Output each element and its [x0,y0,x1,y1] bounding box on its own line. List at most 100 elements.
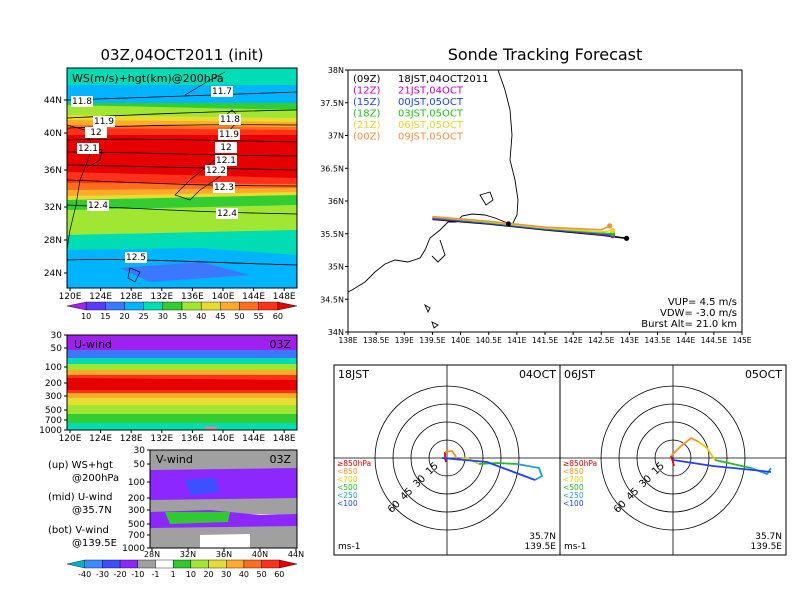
contour-label: 12.3 [214,183,234,193]
hodo-lat: 35.7N [529,532,556,542]
colorbar-tick: 20 [119,312,129,321]
hodo-trace [672,459,772,473]
legend-bot: (bot) V-wind [48,525,109,536]
track-lat-label: 36.5N [320,164,344,173]
map-lat-ticks: 44N 40N 36N 32N 28N 24N [44,96,67,279]
v-colorbar-tick: 20 [203,570,213,579]
map-lon-label: 148E [273,292,296,302]
u-pressure-label: 200 [45,379,62,389]
launch-site-marker [505,221,511,227]
hodo-legend-entry: ≥850hPa [337,459,371,468]
track-lon-label: 142E [564,336,583,345]
v-pressure-label: 50 [134,460,146,470]
launch-jst-label: 00JST,05OCT [398,97,464,108]
hodo-units: ms-1 [564,542,586,552]
burst-readout: Burst Alt= 21.0 km [641,319,737,330]
hodo-time: 18JST [338,368,369,381]
field-label: WS(m/s)+hgt(km)@200hPa [72,72,224,85]
launch-utc-label: (00Z) [353,132,380,143]
contour-label: 12.4 [88,201,108,211]
u-lon-label: 124E [89,434,112,444]
v-wind-colorbar: -40 -30 -20 -10 -1 1 10 20 30 40 50 60 [66,559,298,579]
track-lat-label: 37N [328,132,344,141]
contour-label: 11.9 [219,130,239,140]
sonde-tracks [432,215,630,241]
u-wind-label: U-wind [74,338,112,351]
track-lon-label: 138.5E [363,336,389,345]
track-lon-label: 140.5E [476,336,502,345]
colorbar-tick: 30 [158,312,168,321]
hodo-lon: 139.5E [751,542,783,552]
colorbar-tick: 10 [81,312,91,321]
legend-mid-sub: @35.7N [72,505,112,516]
track-lon-label: 144E [676,336,695,345]
track-lon-label: 140E [451,336,470,345]
track-lon-label: 145E [732,336,751,345]
hodo-legend-entry: <850 [563,467,584,476]
colorbar-tick: 60 [273,312,283,321]
u-pressure-label: 1000 [39,426,62,436]
launch-utc-label: (18Z) [353,109,380,120]
map-lon-label: 132E [150,292,173,302]
track-lat-ticks: 38N 37.5N 37N 36.5N 36N 35.5N 35N 34.5N 34N [320,66,348,337]
hodo-legend-entry: <100 [337,499,358,508]
v-colorbar-tick: 40 [239,570,249,579]
v-colorbar-tick: -30 [96,570,109,579]
sonde-landing-point [624,235,630,241]
launch-utc-label: (15Z) [353,97,380,108]
u-pressure-label: 700 [45,416,62,426]
u-pressure-label: 100 [45,363,62,373]
legend-bot-sub: @139.5E [72,538,117,549]
hodo-legend-entry: <100 [563,499,584,508]
wind-speed-map: WS(m/s)+hgt(km)@200hPa 11.811.711.9 11.81… [44,67,298,321]
hodo-legend-entry: <700 [337,475,358,484]
u-pressure-label: 500 [45,406,62,416]
map-lon-label: 128E [120,292,143,302]
launch-time-legend: (09Z) 18JST,04OCT2011 (12Z) 21JST,04OCT (15Z… [353,74,488,143]
track-lon-label: 139E [395,336,414,345]
v-wind-label: V-wind [156,453,193,466]
v-lat-label: 44N [288,550,304,559]
track-lon-label: 142.5E [588,336,614,345]
hodo-trace [444,452,447,463]
colorbar-tick: 15 [100,312,110,321]
hodo-trace [714,459,752,469]
hodo-trace [444,450,458,461]
wind-speed-colorbar: 10 15 20 25 30 35 40 45 50 55 60 [66,301,298,321]
v-lat-ticks: 28N 32N 36N 40N 44N [144,548,304,559]
v-colorbar-tick: 60 [274,570,284,579]
track-lon-label: 141.5E [532,336,558,345]
v-colorbar-tick: -10 [131,570,144,579]
u-pressure-label: 300 [45,392,62,402]
launch-utc-label: (21Z) [353,120,380,131]
forecast-title: Sonde Tracking Forecast [448,45,643,64]
hodo-legend-entry: ≥850hPa [563,459,597,468]
track-lon-label: 143.5E [644,336,670,345]
v-pressure-label: 100 [128,478,145,488]
contour-label: 12.5 [126,253,146,263]
map-lon-label: 144E [242,292,265,302]
v-colorbar-tick: -1 [151,570,159,579]
v-pressure-label: 300 [128,506,145,516]
map-lon-label: 140E [212,292,235,302]
u-wind-time: 03Z [269,338,291,351]
v-pressure-label: 500 [128,520,145,530]
u-lon-label: 120E [59,434,82,444]
colorbar-tick: 35 [177,312,187,321]
u-lon-label: 136E [181,434,204,444]
legend-up: (up) WS+hgt [48,460,113,471]
legend-mid: (mid) U-wind [48,492,112,503]
hodo-legend-entry: <500 [337,483,358,492]
track-lon-label: 144.5E [701,336,727,345]
track-lon-label: 139.5E [419,336,445,345]
v-colorbar-tick: 10 [186,570,196,579]
v-wind-time: 03Z [269,453,291,466]
v-pressure-label: 30 [134,446,146,456]
hodo-legend-entry: <700 [563,475,584,484]
track-lat-label: 34.5N [320,295,344,304]
v-lat-label: 28N [144,550,160,559]
